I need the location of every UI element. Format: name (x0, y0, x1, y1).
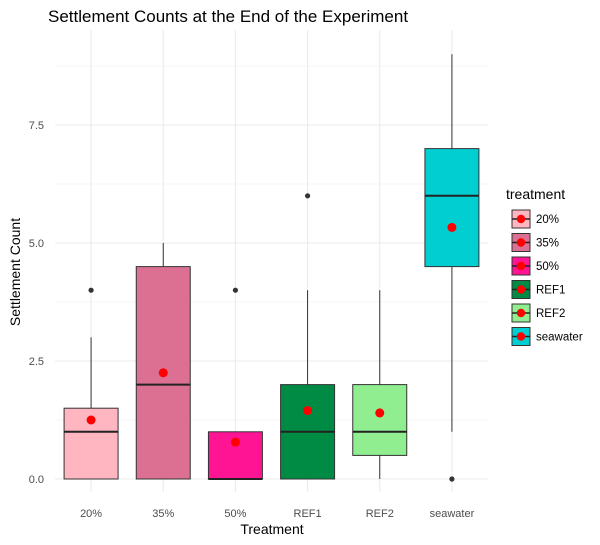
y-tick-label: 2.5 (29, 356, 44, 368)
boxes-layer (63, 54, 480, 482)
legend-key-mean (516, 332, 526, 341)
legend: treatment 20% 35% 50% REF1 REF2 seawater (506, 186, 583, 346)
legend-label: seawater (536, 332, 583, 344)
box-20% (63, 287, 119, 480)
x-tick-label: REF1 (294, 508, 322, 520)
box-body (424, 148, 480, 268)
y-axis-title: Settlement Count (7, 218, 23, 326)
x-tick-label: 35% (152, 508, 174, 520)
legend-title: treatment (506, 186, 565, 202)
mean-point (158, 368, 168, 378)
box-seawater (424, 54, 480, 482)
outlier-point (304, 193, 311, 199)
chart-title: Settlement Counts at the End of the Expe… (48, 7, 408, 26)
y-tick-label: 7.5 (29, 120, 44, 132)
mean-point (375, 408, 385, 418)
mean-point (230, 437, 240, 447)
x-tick-label: REF2 (366, 508, 394, 520)
outlier-point (88, 287, 94, 293)
box-body (352, 384, 408, 456)
y-tick-label: 0.0 (29, 474, 44, 486)
box-REF1 (280, 193, 336, 480)
legend-entry-35%: 35% (511, 233, 559, 252)
outlier-point (232, 287, 239, 293)
y-axis-ticks: 0.0 2.5 5.0 7.5 (29, 120, 44, 486)
legend-entry-20%: 20% (511, 209, 559, 229)
legend-key-mean (516, 238, 526, 247)
legend-key-mean (516, 261, 526, 271)
y-tick-label: 5.0 (29, 238, 44, 250)
x-axis-title: Treatment (240, 521, 303, 537)
x-tick-label: seawater (430, 508, 475, 520)
legend-label: REF1 (536, 285, 565, 297)
legend-key-mean (516, 308, 526, 318)
mean-point (86, 415, 96, 425)
legend-entry-seawater: seawater (511, 327, 583, 346)
legend-label: 35% (536, 238, 559, 250)
legend-label: REF2 (536, 308, 565, 320)
legend-key-mean (516, 285, 526, 294)
plot-grid (55, 30, 488, 492)
box-REF2 (352, 290, 408, 479)
outlier-point (449, 476, 455, 482)
mean-point (303, 406, 313, 416)
legend-entry-50%: 50% (511, 256, 559, 276)
legend-label: 50% (536, 261, 559, 273)
legend-key-mean (516, 214, 526, 224)
box-35% (135, 243, 191, 480)
x-axis-ticks: 20% 35% 50% REF1 REF2 seawater (80, 508, 474, 520)
mean-point (447, 222, 457, 232)
legend-label: 20% (536, 214, 559, 226)
x-tick-label: 50% (224, 508, 246, 520)
x-tick-label: 20% (80, 508, 102, 520)
legend-entry-REF2: REF2 (511, 303, 565, 323)
box-50% (207, 287, 263, 480)
legend-entry-REF1: REF1 (511, 280, 565, 299)
